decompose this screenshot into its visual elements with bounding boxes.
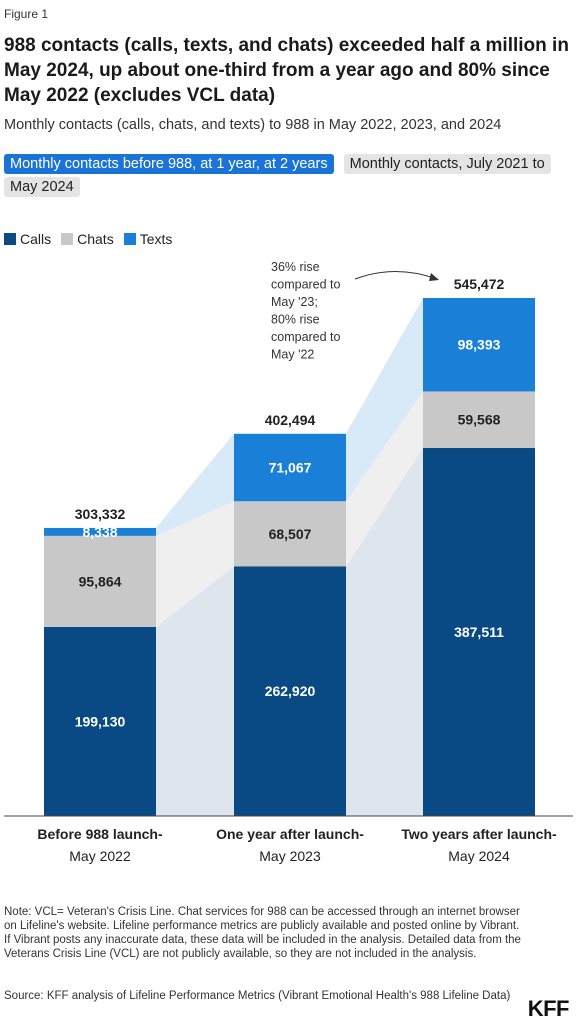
connector-band-chats [346, 391, 423, 567]
bar-segment-texts [44, 527, 156, 536]
annotation-text: May '23; [271, 295, 318, 309]
bar-segment-chats [234, 501, 346, 567]
chart-source: Source: KFF analysis of Lifeline Perform… [4, 990, 511, 1002]
connector-band-texts [346, 298, 423, 502]
x-tick-label: One year after launch- [216, 826, 364, 842]
annotation-text: May '22 [271, 348, 314, 362]
legend-label-calls: Calls [20, 231, 52, 247]
data-label-calls: 262,920 [265, 683, 316, 699]
annotation-text: compared to [271, 278, 341, 292]
legend-swatch-texts [123, 233, 136, 245]
stacked-bar-chart: 199,130 95,864 8,338 303,332 Before 988 laun… [4, 260, 573, 864]
chart-subtitle: Monthly contacts (calls, chats, and text… [4, 117, 502, 133]
bar-segment-chats [44, 535, 156, 627]
legend-item-texts: Texts [123, 231, 173, 247]
bar-segment-calls [423, 448, 535, 816]
data-label-chats: 59,568 [458, 412, 501, 428]
tab-before-after-launch[interactable]: Monthly contacts before 988, at 1 year, … [4, 154, 334, 174]
chart-title: 988 contacts (calls, texts, and chats) e… [4, 35, 569, 106]
data-label-texts: 71,067 [269, 460, 312, 476]
total-label: 303,332 [75, 506, 126, 522]
x-tick-label: May 2023 [259, 848, 321, 864]
connector-band-calls [346, 448, 423, 816]
bar-segment-calls [44, 626, 156, 816]
data-label-texts: 98,393 [458, 337, 501, 353]
legend-label-texts: Texts [139, 231, 173, 247]
legend-swatch-chats [61, 233, 74, 245]
connector-band-calls [156, 566, 234, 816]
bar-segment-chats [423, 391, 535, 449]
total-label: 402,494 [265, 412, 316, 428]
chart-notes: Note: VCL= Veteran's Crisis Line. Chat s… [4, 906, 521, 960]
annotation-text: compared to [271, 330, 341, 344]
data-label-texts: 8,338 [82, 524, 117, 540]
x-tick-label: May 2024 [448, 848, 510, 864]
kff-logo: KFF [527, 996, 570, 1021]
bar-segment-texts [423, 298, 535, 392]
annotation-arrowhead [429, 273, 439, 281]
total-label: 545,472 [454, 276, 505, 292]
annotation-arrow [354, 271, 438, 280]
legend-item-chats: Chats [61, 231, 114, 247]
data-label-calls: 199,130 [75, 713, 126, 729]
bar-segment-texts [234, 433, 346, 502]
data-label-chats: 95,864 [79, 573, 122, 589]
figure-label: Figure 1 [4, 7, 49, 21]
x-tick-label: Two years after launch- [401, 826, 557, 842]
data-label-calls: 387,511 [454, 624, 504, 640]
connector-band-texts [156, 433, 234, 536]
annotation-text: 36% rise [271, 260, 320, 274]
legend-item-calls: Calls [4, 231, 51, 247]
x-tick-label: May 2022 [69, 848, 131, 864]
data-label-chats: 68,507 [269, 526, 312, 542]
annotation-text: 80% rise [271, 313, 320, 327]
chart-legend: Calls Chats Texts [4, 231, 172, 247]
x-tick-label: Before 988 launch- [37, 826, 163, 842]
legend-label-chats: Chats [77, 231, 114, 247]
bar-segment-calls [234, 566, 346, 816]
tab-row: Monthly contacts before 988, at 1 year, … [4, 153, 572, 199]
connector-band-chats [156, 501, 234, 627]
legend-swatch-calls [4, 233, 16, 245]
